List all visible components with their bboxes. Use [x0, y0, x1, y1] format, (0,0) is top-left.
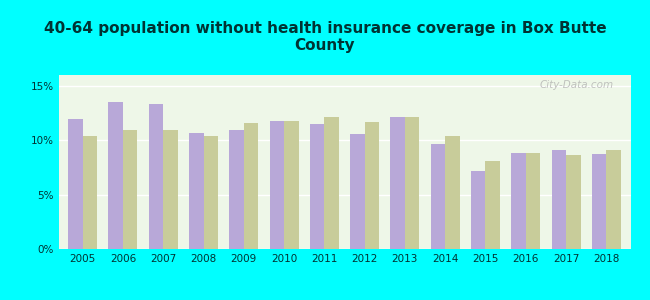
Bar — [526, 153, 540, 249]
Bar — [350, 134, 365, 249]
Bar — [592, 154, 606, 249]
Bar — [310, 124, 324, 249]
Bar — [270, 121, 284, 249]
Bar — [229, 130, 244, 249]
Bar — [431, 143, 445, 249]
Bar — [365, 122, 379, 249]
Bar — [606, 150, 621, 249]
Bar — [109, 102, 123, 249]
Bar — [486, 161, 500, 249]
Text: 40-64 population without health insurance coverage in Box Butte
County: 40-64 population without health insuranc… — [44, 21, 606, 53]
Bar — [284, 121, 298, 249]
Bar — [552, 150, 566, 249]
Bar — [445, 136, 460, 249]
Bar — [391, 117, 405, 249]
Bar — [471, 171, 486, 249]
Bar — [149, 104, 163, 249]
Bar — [324, 117, 339, 249]
Bar — [203, 136, 218, 249]
Bar — [405, 117, 419, 249]
Bar — [566, 155, 580, 249]
Bar — [189, 133, 203, 249]
Bar — [244, 123, 258, 249]
Bar — [123, 130, 137, 249]
Bar — [68, 118, 83, 249]
Bar — [163, 130, 177, 249]
Bar — [512, 153, 526, 249]
Text: City-Data.com: City-Data.com — [540, 80, 614, 90]
Bar — [83, 136, 97, 249]
